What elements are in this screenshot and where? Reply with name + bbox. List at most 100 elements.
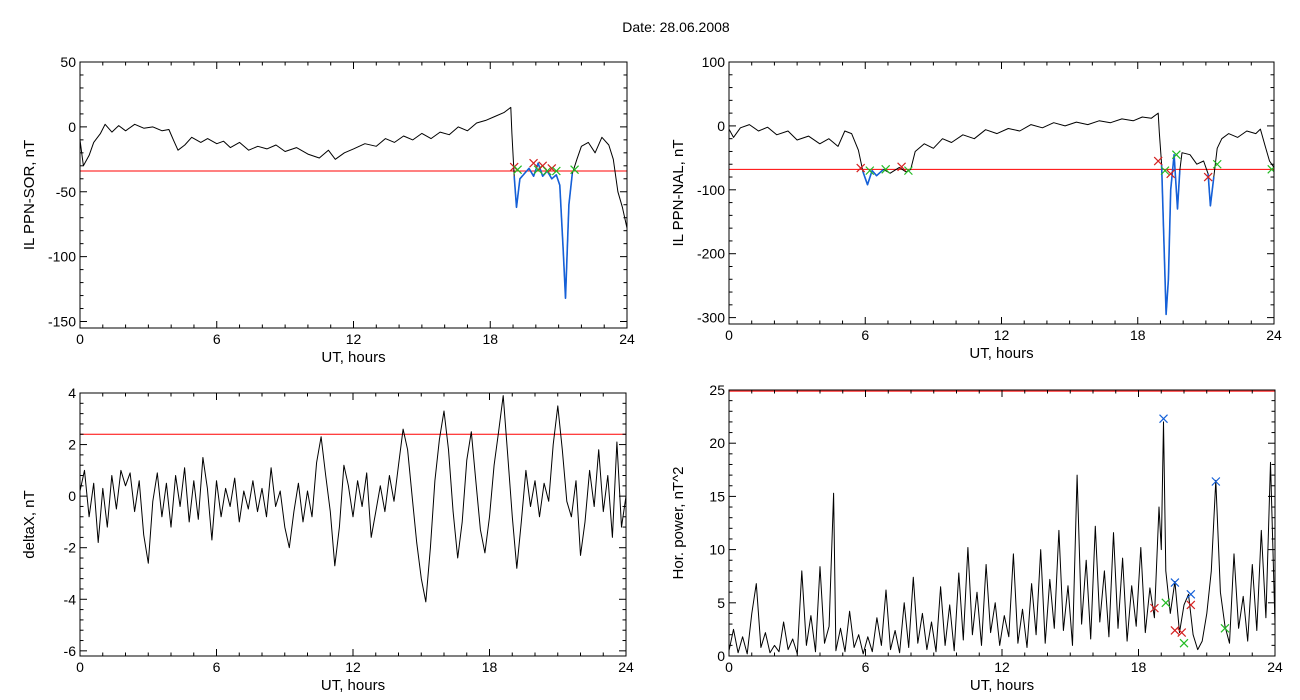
y-tick-label: 50	[60, 54, 76, 70]
event-marker-10	[1203, 172, 1213, 182]
event-marker-3	[881, 164, 891, 174]
x-tick-label: 18	[482, 659, 498, 675]
plot-frame	[728, 61, 1275, 325]
event-marker-2	[513, 165, 523, 175]
series-line-2	[862, 168, 884, 186]
series-line-1	[729, 112, 1274, 315]
event-marker-3	[529, 158, 538, 168]
y-axis-label: Hor. power, nT^2	[670, 467, 687, 580]
event-marker-6	[1153, 156, 1163, 166]
y-tick-label: 2	[68, 437, 76, 453]
plot-area	[729, 112, 1274, 316]
event-marker-9	[570, 165, 580, 175]
x-tick-label: 0	[725, 327, 733, 343]
event-marker-1	[856, 163, 866, 173]
y-tick-label: 20	[709, 435, 725, 451]
y-tick-label: -2	[64, 540, 77, 556]
plot-frame	[79, 392, 627, 657]
x-tick-label: 24	[619, 331, 635, 347]
panel-1: 0 6 12 18 24 -150 -100 -50 0 50 UT, hours IL PPN-SO…	[21, 54, 635, 366]
x-tick-label: 12	[994, 659, 1010, 675]
y-tick-label: -300	[697, 310, 725, 326]
event-marker-7	[547, 163, 557, 173]
event-marker-3	[1170, 578, 1180, 588]
x-tick-label: 6	[213, 659, 221, 675]
y-tick-label: 100	[702, 54, 726, 70]
event-marker-7	[1160, 166, 1170, 176]
plot-frame	[79, 61, 628, 329]
event-marker-5	[1150, 603, 1159, 613]
y-axis-label: IL PPN-NAL, nT	[670, 140, 687, 247]
event-marker-6	[542, 166, 552, 176]
series-line-1	[80, 106, 627, 299]
series-line-1	[729, 421, 1275, 655]
panel-2: 0 6 12 18 24 -300 -200 -100 0 100 UT, hours IL PPN-…	[670, 54, 1282, 362]
plot-area	[80, 106, 627, 299]
y-tick-label: 0	[717, 648, 725, 664]
x-tick-label: 6	[862, 659, 870, 675]
event-marker-1	[1159, 414, 1168, 424]
panel-4: 0 6 12 18 24 0 5 10 15 20 25 UT, hours Hor. power, n…	[670, 382, 1283, 694]
event-marker-8	[1186, 600, 1196, 610]
y-tick-label: 0	[68, 488, 76, 504]
y-tick-label: -150	[48, 314, 76, 330]
series-line-1	[80, 395, 626, 603]
event-marker-5	[903, 166, 913, 176]
series-line-2	[513, 162, 574, 299]
x-tick-label: 18	[1130, 327, 1146, 343]
y-tick-label: 15	[709, 488, 725, 504]
x-tick-label: 24	[1267, 659, 1283, 675]
event-marker-2	[865, 166, 875, 176]
x-tick-label: 18	[1131, 659, 1147, 675]
x-tick-label: 0	[76, 331, 84, 347]
x-tick-label: 12	[994, 327, 1010, 343]
x-tick-label: 6	[861, 327, 869, 343]
x-tick-label: 0	[725, 659, 733, 675]
y-tick-label: -4	[64, 591, 77, 607]
y-tick-label: 0	[717, 118, 725, 134]
x-axis-label: UT, hours	[321, 677, 385, 694]
event-marker-8	[1166, 169, 1176, 179]
event-marker-6	[1170, 626, 1180, 635]
event-marker-12	[1267, 164, 1274, 174]
x-axis-label: UT, hours	[969, 345, 1033, 362]
y-tick-label: -6	[64, 643, 77, 659]
series-line-3	[1160, 153, 1181, 316]
series-line-4	[1207, 173, 1215, 207]
event-marker-8	[551, 166, 561, 176]
y-tick-label: -200	[697, 246, 725, 262]
figure-title: Date: 28.06.2008	[622, 19, 730, 35]
event-marker-2	[1211, 477, 1221, 486]
x-tick-label: 0	[76, 659, 84, 675]
x-tick-label: 24	[618, 659, 634, 675]
event-marker-7	[1177, 628, 1187, 638]
y-tick-label: 0	[68, 119, 76, 135]
plot-area	[729, 390, 1275, 655]
x-axis-label: UT, hours	[321, 349, 385, 366]
x-tick-label: 12	[345, 659, 361, 675]
x-tick-label: 24	[1266, 327, 1282, 343]
x-tick-label: 18	[482, 331, 498, 347]
y-tick-label: 25	[709, 382, 725, 398]
y-axis-label: IL PPN-SOR, nT	[21, 140, 38, 250]
event-marker-11	[1220, 623, 1230, 633]
event-marker-10	[1179, 638, 1189, 648]
y-tick-label: -50	[56, 184, 76, 200]
y-tick-label: 5	[717, 595, 725, 611]
y-tick-label: -100	[48, 249, 76, 265]
event-marker-11	[1212, 159, 1222, 169]
x-axis-label: UT, hours	[970, 677, 1034, 694]
plot-area	[80, 395, 626, 603]
event-marker-4	[897, 162, 907, 172]
y-tick-label: -100	[697, 182, 725, 198]
x-tick-label: 6	[213, 331, 221, 347]
event-marker-4	[1186, 589, 1196, 599]
y-tick-label: 4	[68, 385, 76, 401]
x-tick-label: 12	[346, 331, 362, 347]
y-axis-label: deltaX, nT	[21, 490, 38, 558]
event-marker-9	[1161, 598, 1171, 608]
y-tick-label: 10	[709, 542, 725, 558]
event-marker-9	[1171, 150, 1181, 160]
